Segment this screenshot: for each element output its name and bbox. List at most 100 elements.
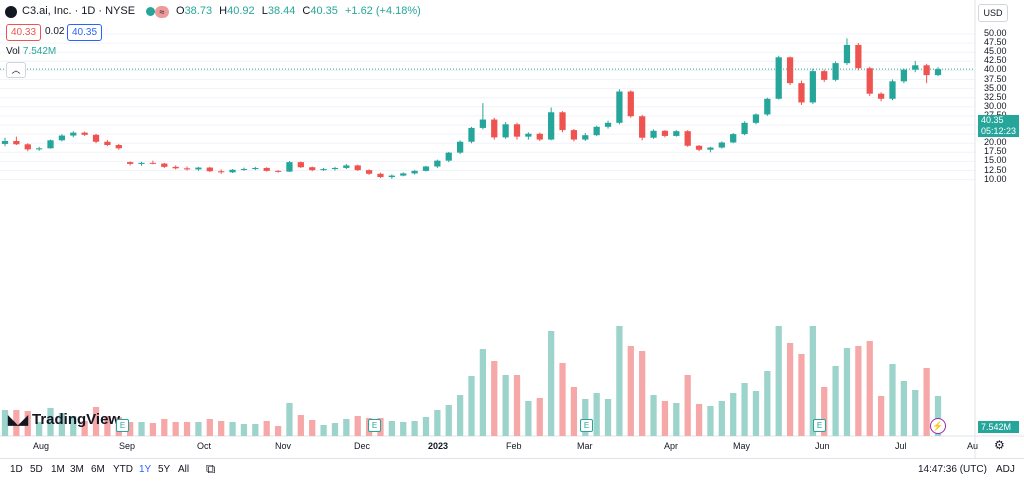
volume-bar (616, 326, 623, 436)
volume-bar (536, 398, 543, 436)
candle-body (604, 122, 612, 127)
candle-body (627, 91, 634, 117)
candle-body (673, 131, 680, 136)
candle-body (786, 57, 794, 84)
tradingview-watermark[interactable]: ◣◢ TradingView (8, 411, 120, 428)
time-tick-label: Jul (895, 441, 907, 451)
candle-body (616, 91, 623, 123)
range-button-5d[interactable]: 5D (30, 464, 43, 475)
symbol-title[interactable]: C3.ai, Inc. · 1D · NYSE (22, 5, 136, 17)
adj-toggle[interactable]: ADJ (996, 464, 1015, 475)
candle-body (695, 145, 703, 150)
volume-bar (263, 421, 270, 436)
clock-display[interactable]: 14:47:36 (UTC) (918, 464, 987, 475)
candle-body (422, 166, 430, 171)
buy-price-button[interactable]: 40.35 (67, 24, 103, 41)
range-button-1m[interactable]: 1M (51, 464, 65, 475)
volume-bar (912, 390, 919, 436)
candle-body (149, 162, 157, 164)
spread-value: 0.02 (45, 26, 65, 37)
candle-body (593, 126, 600, 136)
time-tick-label: Oct (197, 441, 212, 451)
candle-body (650, 130, 657, 138)
volume-bar (195, 422, 202, 436)
candle-body (297, 162, 304, 168)
candle-body (331, 167, 339, 170)
candle-body (127, 162, 134, 164)
calendar-icon[interactable]: ⧉ (206, 461, 216, 476)
range-button-5y[interactable]: 5Y (158, 464, 171, 475)
candle-body (843, 44, 851, 64)
candle-body (240, 169, 248, 171)
candle-body (115, 145, 122, 149)
volume-bar (502, 375, 509, 436)
sell-price-button[interactable]: 40.33 (6, 24, 42, 41)
volume-tag: 7.542M (978, 421, 1019, 433)
price-chart[interactable] (0, 0, 1024, 458)
price-tick-label: 10.00 (984, 173, 1007, 184)
earnings-event-marker[interactable]: E (580, 419, 593, 432)
chevron-up-icon[interactable]: ︿ (6, 62, 26, 78)
candle-body (775, 57, 782, 99)
volume-bar (889, 364, 896, 436)
time-tick-label: May (733, 441, 751, 451)
volume-bar (24, 411, 31, 436)
volume-bar (183, 422, 191, 436)
volume-bar (798, 354, 805, 436)
candle-body (1, 141, 9, 144)
candle-body (764, 98, 771, 115)
volume-bar (673, 403, 680, 436)
volume-bar (718, 401, 725, 436)
range-button-ytd[interactable]: YTD (113, 464, 133, 475)
volume-bar (229, 422, 236, 436)
volume-bar (752, 391, 760, 436)
candle-body (252, 167, 259, 170)
volume-bar (70, 416, 77, 436)
approximately-equal-icon[interactable]: ≈ (155, 6, 169, 18)
candle-body (741, 122, 748, 135)
volume-bar (479, 349, 487, 436)
candle-body (388, 175, 395, 178)
countdown-value: 05:12:23 (981, 126, 1017, 136)
volume-bar (434, 410, 441, 436)
earnings-event-marker[interactable]: E (813, 419, 826, 432)
volume-bar (934, 396, 942, 436)
currency-selector[interactable]: USD (978, 4, 1008, 22)
range-button-3m[interactable]: 3M (70, 464, 84, 475)
volume-bar (47, 408, 54, 436)
price-tick-label: 40.00 (984, 64, 1007, 75)
volume-bar (400, 422, 407, 436)
time-tick-label: Aug (33, 441, 50, 451)
candle-body (58, 135, 66, 141)
volume-bar (525, 401, 532, 436)
volume-bar (354, 416, 361, 436)
candle-body (206, 167, 213, 172)
range-button-1d[interactable]: 1D (10, 464, 23, 475)
volume-bar (582, 399, 589, 436)
volume-bar (58, 413, 66, 436)
candle-body (263, 167, 270, 171)
candle-body (445, 152, 452, 161)
candle-body (730, 134, 737, 143)
earnings-event-marker[interactable]: E (116, 419, 129, 432)
range-button-6m[interactable]: 6M (91, 464, 105, 475)
gear-icon[interactable]: ⚙ (994, 438, 1005, 452)
low-label: L (261, 5, 268, 17)
earnings-event-marker[interactable]: E (368, 419, 381, 432)
volume-bar (127, 422, 134, 436)
candle-body (354, 165, 361, 171)
lightning-icon[interactable]: ⚡ (930, 418, 946, 434)
range-button-all[interactable]: All (178, 464, 190, 475)
range-button-1y[interactable]: 1Y (139, 464, 152, 475)
volume-bar (866, 341, 873, 436)
candle-body (24, 144, 31, 150)
volume-bar (343, 419, 350, 436)
market-status-icon[interactable] (146, 7, 155, 16)
candle-body (491, 119, 498, 138)
candle-body (92, 134, 100, 142)
volume-bar (832, 366, 839, 436)
price-tick-label: 32.50 (984, 91, 1007, 102)
time-tick-label: Nov (275, 441, 292, 451)
candle-body (274, 170, 282, 172)
last-price-value: 40.35 (981, 115, 1004, 125)
